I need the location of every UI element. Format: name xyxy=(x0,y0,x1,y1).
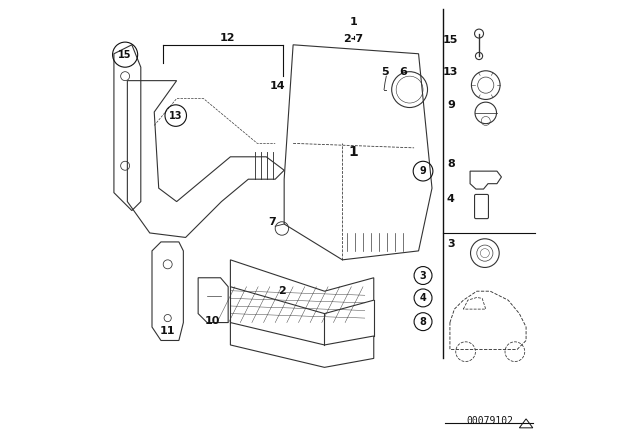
Text: 14: 14 xyxy=(269,81,285,91)
Text: 10: 10 xyxy=(205,316,220,326)
Text: 4: 4 xyxy=(447,194,455,204)
Text: 7: 7 xyxy=(268,217,276,227)
Text: 00079102: 00079102 xyxy=(467,416,514,426)
Text: 15: 15 xyxy=(118,50,132,60)
Text: 2: 2 xyxy=(278,286,286,296)
Text: 13: 13 xyxy=(443,67,458,77)
Text: 6: 6 xyxy=(399,67,407,77)
Text: 11: 11 xyxy=(160,326,175,336)
Text: 4: 4 xyxy=(420,293,426,303)
Text: 1: 1 xyxy=(349,145,358,159)
Text: 12: 12 xyxy=(220,33,235,43)
Text: 2-7: 2-7 xyxy=(344,34,364,44)
Text: 13: 13 xyxy=(169,111,182,121)
Text: 15: 15 xyxy=(443,35,458,45)
Text: 1: 1 xyxy=(349,17,358,27)
Text: 8: 8 xyxy=(447,159,454,168)
Text: 5: 5 xyxy=(381,67,388,77)
Text: 9: 9 xyxy=(420,166,426,176)
Text: 3: 3 xyxy=(447,239,454,249)
Text: 3: 3 xyxy=(420,271,426,280)
Text: 9: 9 xyxy=(447,100,455,110)
Text: 8: 8 xyxy=(420,317,426,327)
